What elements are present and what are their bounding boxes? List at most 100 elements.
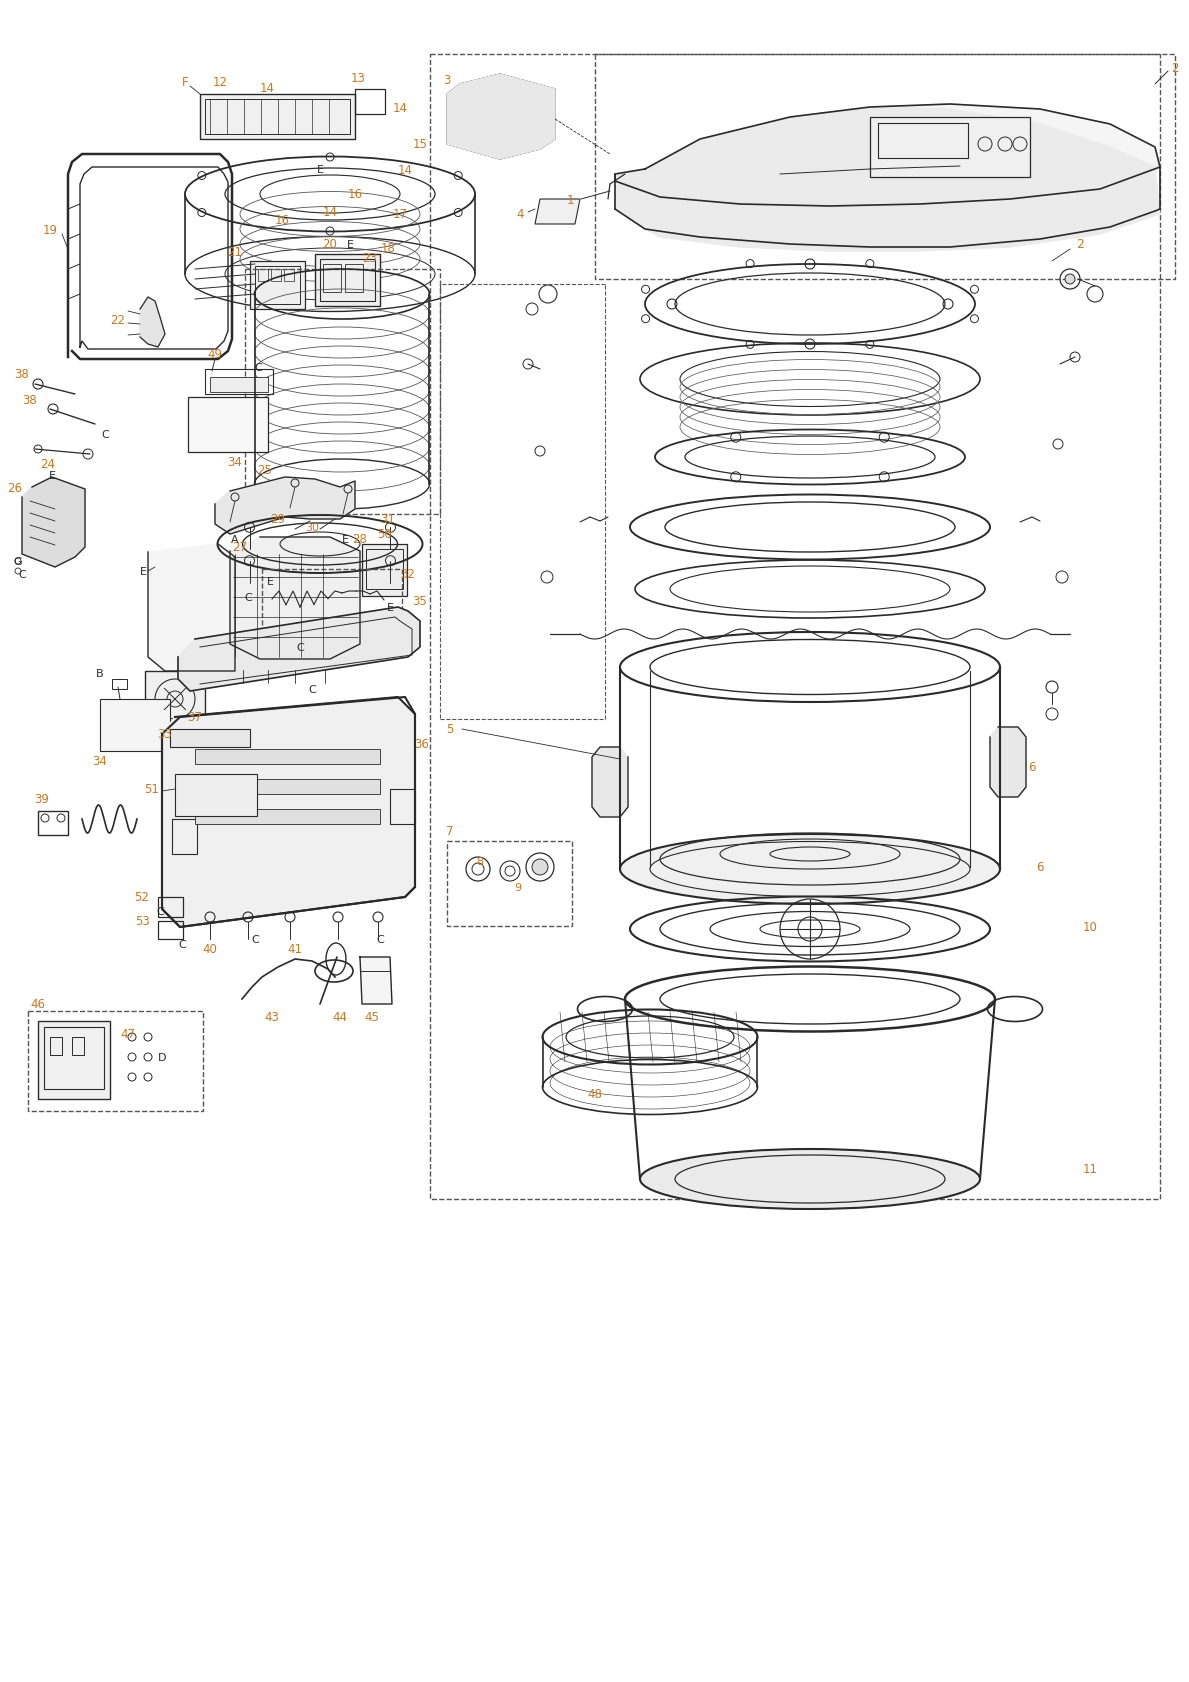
Polygon shape bbox=[592, 747, 628, 817]
Text: 43: 43 bbox=[265, 1011, 279, 1024]
Text: 4: 4 bbox=[516, 209, 523, 222]
Text: 41: 41 bbox=[288, 944, 302, 955]
Text: 40: 40 bbox=[202, 944, 218, 955]
Text: 29: 29 bbox=[271, 513, 285, 526]
Bar bbox=[430, 56, 1160, 1199]
Text: 35: 35 bbox=[413, 595, 427, 609]
Text: E: E bbox=[316, 165, 323, 175]
Text: 52: 52 bbox=[134, 891, 150, 903]
Text: 16: 16 bbox=[347, 188, 363, 202]
Text: 53: 53 bbox=[134, 915, 150, 928]
Text: 22: 22 bbox=[111, 313, 126, 326]
Bar bbox=[356, 89, 385, 114]
Bar bbox=[188, 397, 268, 452]
Text: 14: 14 bbox=[397, 163, 413, 177]
Text: 14: 14 bbox=[392, 101, 408, 114]
Circle shape bbox=[1065, 274, 1075, 284]
Text: C: C bbox=[251, 935, 259, 944]
Bar bbox=[315, 256, 380, 306]
Bar bbox=[73, 1038, 84, 1055]
Text: 6: 6 bbox=[1037, 861, 1044, 875]
Bar bbox=[172, 819, 197, 854]
Text: C: C bbox=[244, 592, 252, 602]
Bar bbox=[145, 671, 205, 728]
Text: 9: 9 bbox=[515, 883, 522, 893]
Bar bbox=[205, 370, 273, 395]
Text: 34: 34 bbox=[227, 456, 243, 468]
Text: 24: 24 bbox=[40, 458, 56, 471]
Polygon shape bbox=[229, 538, 360, 659]
Bar bbox=[175, 774, 257, 816]
Text: 1: 1 bbox=[566, 193, 574, 207]
Text: 50: 50 bbox=[378, 528, 392, 542]
Bar bbox=[870, 118, 1030, 178]
Text: 36: 36 bbox=[415, 738, 429, 752]
Polygon shape bbox=[615, 108, 1160, 252]
Text: 30: 30 bbox=[306, 523, 319, 533]
Polygon shape bbox=[360, 957, 392, 1004]
Polygon shape bbox=[147, 545, 235, 671]
Text: 48: 48 bbox=[587, 1088, 603, 1100]
Polygon shape bbox=[990, 728, 1026, 797]
Text: 47: 47 bbox=[120, 1028, 136, 1041]
Text: 26: 26 bbox=[7, 481, 23, 495]
Bar bbox=[200, 94, 356, 140]
Text: C: C bbox=[178, 940, 185, 949]
Text: 51: 51 bbox=[145, 784, 159, 796]
Text: 16: 16 bbox=[275, 214, 289, 227]
Polygon shape bbox=[215, 478, 356, 535]
Bar bbox=[447, 841, 572, 927]
Polygon shape bbox=[535, 200, 580, 225]
Bar bbox=[366, 550, 403, 590]
Bar bbox=[158, 898, 183, 917]
Text: 2: 2 bbox=[1171, 62, 1178, 74]
Text: 27: 27 bbox=[233, 542, 247, 553]
Text: 49: 49 bbox=[208, 348, 222, 362]
Bar bbox=[262, 570, 402, 641]
Text: 37: 37 bbox=[188, 711, 202, 723]
Bar bbox=[877, 124, 968, 158]
Bar bbox=[170, 730, 250, 747]
Bar bbox=[195, 809, 380, 824]
Text: E: E bbox=[341, 535, 348, 545]
Bar bbox=[448, 119, 460, 138]
Bar bbox=[258, 269, 268, 283]
Text: 38: 38 bbox=[14, 368, 30, 382]
Text: 34: 34 bbox=[93, 755, 107, 769]
Text: 2: 2 bbox=[1076, 239, 1084, 251]
Text: 15: 15 bbox=[413, 138, 427, 151]
Text: 17: 17 bbox=[392, 209, 408, 222]
Text: 46: 46 bbox=[31, 997, 45, 1011]
Text: 38: 38 bbox=[23, 394, 37, 407]
Circle shape bbox=[531, 860, 548, 875]
Bar bbox=[205, 99, 350, 135]
Text: 23: 23 bbox=[363, 251, 377, 264]
Text: A: A bbox=[231, 535, 239, 545]
Bar bbox=[245, 269, 440, 515]
Text: 32: 32 bbox=[401, 569, 415, 582]
Text: 12: 12 bbox=[213, 76, 227, 89]
Bar bbox=[195, 750, 380, 765]
Text: C: C bbox=[156, 907, 164, 917]
Text: 21: 21 bbox=[227, 246, 243, 259]
Bar bbox=[361, 545, 407, 597]
Polygon shape bbox=[615, 104, 1160, 207]
Ellipse shape bbox=[619, 834, 1000, 905]
Text: 10: 10 bbox=[1082, 922, 1097, 934]
Ellipse shape bbox=[640, 1149, 980, 1209]
Text: E: E bbox=[49, 471, 56, 481]
Polygon shape bbox=[23, 478, 84, 567]
Bar bbox=[210, 378, 268, 394]
Bar bbox=[50, 1038, 62, 1055]
Text: C: C bbox=[308, 685, 316, 695]
Bar bbox=[100, 700, 170, 752]
Text: C: C bbox=[296, 643, 304, 653]
Bar bbox=[323, 264, 341, 293]
Bar bbox=[594, 56, 1175, 279]
Text: C: C bbox=[376, 935, 384, 944]
Text: G: G bbox=[14, 557, 23, 567]
Bar bbox=[320, 259, 375, 301]
Text: 33: 33 bbox=[158, 728, 172, 742]
Text: F: F bbox=[182, 76, 188, 89]
Polygon shape bbox=[140, 298, 165, 348]
